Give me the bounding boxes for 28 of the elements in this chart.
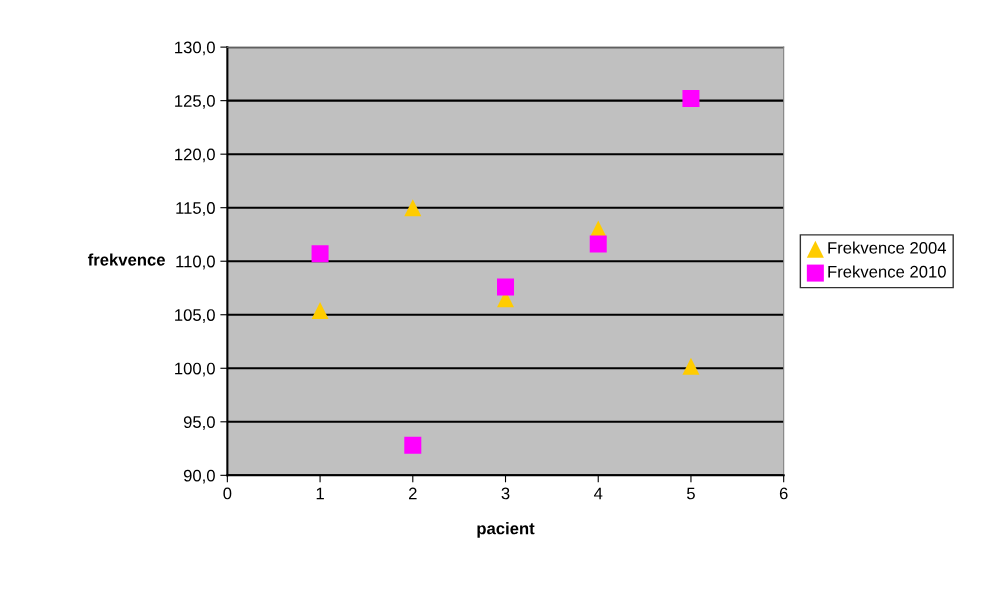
- y-tick-label: 110,0: [176, 255, 215, 270]
- point: [404, 199, 422, 217]
- y-tick-label: 95,0: [183, 416, 215, 430]
- x-tick-label: 1: [316, 487, 324, 500]
- point: [497, 278, 515, 296]
- x-tick-label: 4: [593, 487, 603, 500]
- x-tick-label: 5: [686, 487, 695, 500]
- x-axis-title: pacient: [477, 522, 535, 538]
- y-tick-label: 105,0: [175, 309, 215, 323]
- y-tick-label: 130,0: [175, 41, 215, 56]
- legend-label: Frekvence 2010: [828, 265, 946, 278]
- legend-label: Frekvence 2004: [828, 241, 947, 254]
- x-tick-label: 3: [501, 487, 510, 500]
- point: [682, 90, 700, 108]
- y-tick-label: 115,0: [176, 202, 215, 216]
- y-tick-label: 120,0: [175, 148, 215, 163]
- y-tick-label: 100,0: [175, 362, 215, 377]
- point: [311, 301, 329, 319]
- x-tick-label: 0: [223, 487, 232, 500]
- y-tick-label: 125,0: [175, 95, 215, 109]
- point: [311, 245, 329, 263]
- point: [404, 436, 422, 454]
- x-tick-label: 6: [779, 487, 788, 500]
- x-tick-label: 2: [409, 487, 417, 500]
- point: [589, 235, 607, 253]
- y-axis-title: frekvence: [87, 253, 165, 266]
- y-tick-label: 90,0: [183, 469, 215, 484]
- point: [682, 357, 700, 375]
